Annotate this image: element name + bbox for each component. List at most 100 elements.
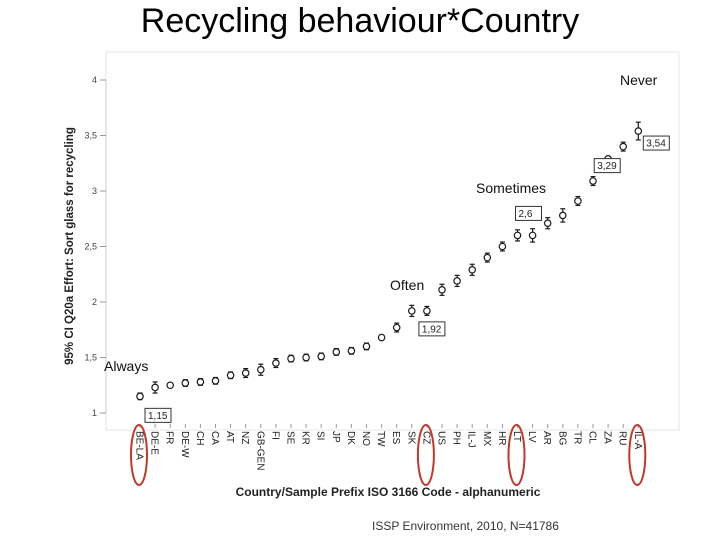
y-tick-label: 4	[92, 75, 97, 85]
mean-marker	[136, 392, 144, 401]
x-tick-label: AT	[224, 431, 235, 443]
x-ticks: BE-LA DE-E FR DE-W CH CA AT NZ GB-GEN FI SE KR SI JP D…	[134, 424, 643, 470]
mean-marker	[241, 369, 250, 377]
mean-marker	[302, 353, 310, 362]
y-tick-label: 1,5	[84, 353, 97, 363]
x-tick-label: HR	[496, 431, 507, 445]
category-highlight-ellipse	[416, 424, 435, 486]
mean-marker	[574, 197, 582, 205]
mean-marker	[362, 342, 371, 351]
x-tick-label: IL-A	[632, 431, 643, 450]
value-label-box	[144, 407, 172, 423]
x-tick-label: MX	[481, 431, 492, 446]
mean-marker	[589, 177, 597, 185]
y-ticks: 1 1,5 2 2,5 3 3,5 4	[84, 75, 106, 418]
mean-marker	[468, 266, 477, 274]
mean-marker	[498, 242, 507, 251]
x-tick-label: TR	[571, 431, 582, 444]
x-tick-label: NZ	[239, 431, 250, 444]
x-tick-label: CL	[587, 431, 598, 444]
mean-marker	[619, 142, 628, 151]
x-tick-label: BG	[556, 431, 567, 446]
mean-marker	[151, 383, 159, 392]
x-tick-label: IL-J	[466, 431, 477, 448]
mean-marker	[483, 253, 492, 262]
x-tick-label: JP	[330, 431, 341, 443]
y-tick-label: 1	[92, 408, 97, 418]
category-highlights	[130, 424, 647, 486]
scale-word: Often	[390, 277, 424, 293]
x-tick-label: GB-GEN	[254, 431, 265, 470]
x-tick-label: CZ	[420, 431, 431, 444]
x-tick-label: LT	[511, 431, 522, 442]
mean-marker	[166, 381, 175, 390]
mean-marker	[528, 231, 537, 240]
x-tick-label: SE	[285, 431, 296, 445]
y-tick-label: 3,5	[84, 131, 97, 141]
x-tick-label: KR	[300, 431, 311, 445]
value-label-box	[515, 205, 542, 221]
mean-marker	[181, 379, 190, 387]
scale-word-labels: Never Sometimes Often Always	[104, 72, 658, 374]
mean-marker	[332, 348, 341, 356]
x-tick-label: CH	[194, 431, 205, 445]
x-tick-label: NO	[360, 431, 371, 446]
scale-word: Sometimes	[476, 180, 546, 196]
x-tick-label: RU	[617, 431, 628, 445]
mean-marker	[317, 352, 326, 361]
x-tick-label: CA	[209, 431, 220, 445]
footer-source: ISSP Environment, 2010, N=41786	[372, 519, 559, 533]
x-tick-label: SI	[315, 431, 326, 440]
x-tick-label: AR	[541, 431, 552, 445]
mean-marker	[287, 354, 295, 363]
data-marks	[136, 121, 643, 401]
slide-title: Recycling behaviour*Country	[140, 2, 580, 40]
mean-marker	[453, 277, 461, 285]
y-axis-title: 95% CI Q20a Effort: Sort glass for recyc…	[64, 127, 76, 365]
value-label: 2,6	[519, 209, 533, 220]
mean-marker	[543, 219, 552, 227]
category-highlight-ellipse	[628, 424, 647, 486]
y-tick-label: 2	[92, 297, 97, 307]
mean-marker	[392, 323, 401, 332]
x-tick-label: PH	[451, 431, 462, 445]
scale-word: Never	[620, 72, 658, 88]
x-tick-label: LV	[526, 431, 537, 443]
y-tick-label: 3	[92, 186, 97, 196]
x-tick-label: ZA	[602, 431, 613, 444]
mean-marker	[407, 307, 416, 315]
value-label: 1,92	[422, 324, 442, 335]
mean-marker	[558, 211, 567, 220]
value-label-box	[593, 158, 621, 174]
y-tick-label: 2,5	[84, 242, 97, 252]
x-tick-label: ES	[390, 431, 401, 445]
x-tick-label: FI	[269, 431, 280, 440]
value-label: 3,29	[597, 161, 617, 172]
value-label: 3,54	[646, 139, 666, 150]
mean-marker	[438, 285, 446, 294]
mean-marker	[256, 365, 265, 374]
x-tick-label: TW	[375, 431, 386, 447]
mean-marker	[347, 347, 356, 355]
mean-marker	[423, 307, 431, 315]
x-tick-label: DE-E	[149, 431, 160, 455]
value-label-box	[642, 135, 670, 151]
category-highlight-ellipse	[130, 424, 148, 486]
x-tick-label: DK	[345, 431, 356, 445]
mean-marker	[196, 378, 205, 386]
mean-marker	[226, 371, 235, 380]
category-highlight-ellipse	[507, 424, 526, 486]
value-label-box	[418, 321, 446, 337]
x-tick-label: US	[436, 431, 447, 445]
mean-marker	[513, 231, 522, 240]
scale-word: Always	[104, 358, 148, 374]
value-label: 1,15	[148, 411, 168, 422]
x-tick-label: DE-W	[179, 431, 190, 458]
plot-frame	[105, 51, 680, 431]
x-tick-label: SK	[405, 431, 416, 445]
value-labels: 1,15 1,92 2,6 3,29 3,54	[144, 135, 670, 423]
mean-marker	[211, 377, 220, 385]
x-axis-title: Country/Sample Prefix ISO 3166 Code - al…	[236, 485, 541, 499]
mean-marker	[377, 333, 386, 342]
